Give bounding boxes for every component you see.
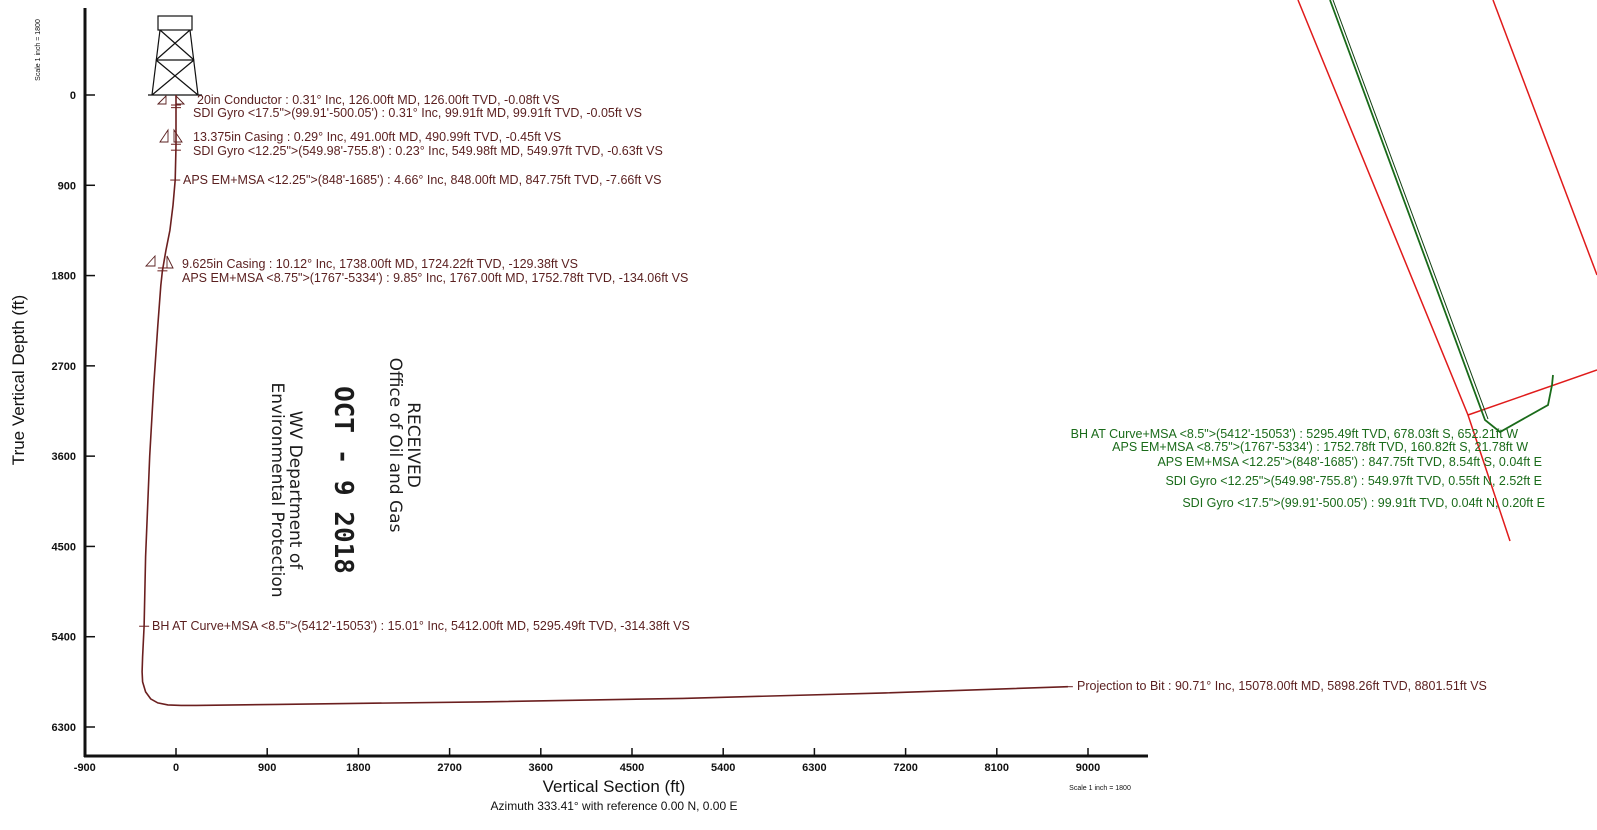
annotation-label: SDI Gyro <17.5">(99.91'-500.05') : 0.31°… [193,106,642,120]
x-tick-label: 4500 [620,762,644,774]
stamp-line2: Office of Oil and Gas [385,358,405,533]
y-axis-title: True Vertical Depth (ft) [9,295,28,465]
plan-label: SDI Gyro <12.25">(549.98'-755.8') : 549.… [1165,474,1542,488]
plan-label: BH AT Curve+MSA <8.5">(5412'-15053') : 5… [1071,427,1519,441]
drilling-rig-icon [148,15,202,96]
y-tick-label: 900 [58,180,76,192]
y-tick-label: 3600 [52,451,76,463]
x-tick-label: 900 [258,762,276,774]
x-tick-label: 6300 [802,762,826,774]
stamp-line4: Environmental Protection [267,382,287,597]
plan-label: APS EM+MSA <8.75">(1767'-5334') : 1752.7… [1112,440,1528,454]
annotation-label: APS EM+MSA <12.25">(848'-1685') : 4.66° … [183,173,661,187]
x-tick-label: 9000 [1076,762,1100,774]
annotation-label: SDI Gyro <12.25">(549.98'-755.8') : 0.23… [193,144,663,158]
stamp-date: OCT - 9 2018 [328,386,358,574]
x-tick-label: 2700 [437,762,461,774]
y-tick-label: 2700 [52,361,76,373]
scale-note-x: Scale 1 inch = 1800 [1069,785,1131,792]
x-tick-label: 7200 [893,762,917,774]
y-tick-label: 0 [70,90,76,102]
survey-annotations: 20in Conductor : 0.31° Inc, 126.00ft MD,… [139,93,1487,693]
received-stamp: RECEIVED Office of Oil and Gas OCT - 9 2… [267,358,423,598]
x-tick-group: -900 0 900 1800 2700 3600 4500 5400 6300 7200 8100… [74,748,1100,774]
lease-boundary-line [1492,0,1597,276]
axes: -900 0 900 1800 2700 3600 4500 5400 6300 7200 8100… [52,8,1148,774]
stamp-line3: WV Department of [285,411,305,571]
plan-label: SDI Gyro <17.5">(99.91'-500.05') : 99.91… [1182,496,1545,510]
x-tick-label: 1800 [346,762,370,774]
y-tick-label: 4500 [52,541,76,553]
plan-view: BH AT Curve+MSA <8.5">(5412'-15053') : 5… [1071,0,1597,542]
lease-boundary-line [1467,369,1597,416]
x-axis-title: Vertical Section (ft) [543,777,686,796]
y-tick-label: 1800 [52,271,76,283]
plan-wellpath-line-2 [1332,0,1489,420]
plan-wellpath-line [1329,0,1554,434]
x-tick-label: -900 [74,762,96,774]
stamp-line1: RECEIVED [403,402,423,488]
annotation-label: 9.625in Casing : 10.12° Inc, 1738.00ft M… [182,257,578,271]
scale-note-y: Scale 1 inch = 1800 [35,19,42,81]
annotation-label: 20in Conductor : 0.31° Inc, 126.00ft MD,… [197,93,560,107]
y-tick-label: 6300 [52,722,76,734]
x-tick-label: 5400 [711,762,735,774]
x-tick-label: 0 [173,762,179,774]
y-tick-label: 5400 [52,632,76,644]
annotation-label: 13.375in Casing : 0.29° Inc, 491.00ft MD… [193,130,561,144]
annotation-label: APS EM+MSA <8.75">(1767'-5334') : 9.85° … [182,271,688,285]
x-tick-label: 3600 [529,762,553,774]
x-tick-label: 8100 [985,762,1009,774]
plan-label: APS EM+MSA <12.25">(848'-1685') : 847.75… [1157,455,1542,469]
casing-markers [144,94,186,269]
annotation-label: BH AT Curve+MSA <8.5">(5412'-15053') : 1… [152,619,690,633]
azimuth-subtitle: Azimuth 333.41° with reference 0.00 N, 0… [491,799,738,813]
annotation-label: Projection to Bit : 90.71° Inc, 15078.00… [1077,679,1487,693]
y-tick-group: 0 900 1800 2700 3600 4500 5400 6300 [52,90,95,734]
